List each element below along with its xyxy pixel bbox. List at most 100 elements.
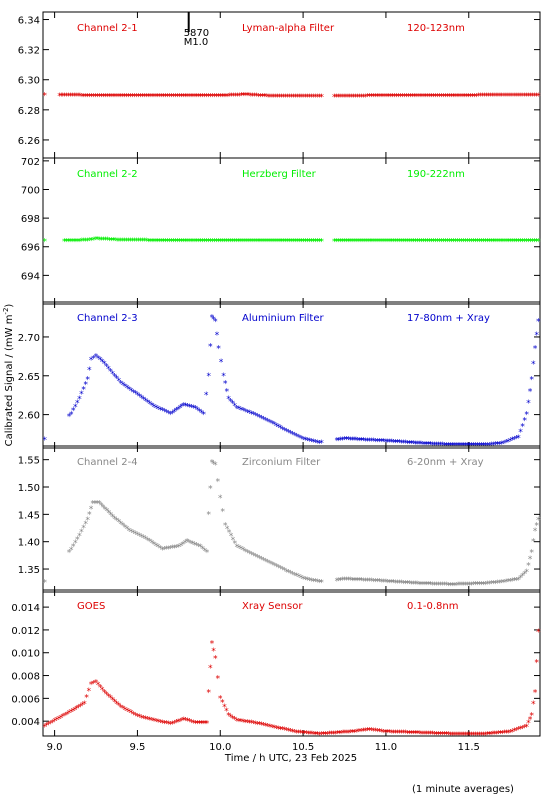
data-point: *: [463, 581, 468, 591]
data-point: *: [153, 542, 158, 552]
data-point: *: [479, 580, 484, 590]
data-point: *: [232, 716, 237, 726]
data-point: *: [313, 578, 318, 588]
data-point: *: [269, 93, 274, 103]
data-point: *: [269, 723, 274, 733]
data-point: *: [355, 577, 360, 587]
data-point: *: [161, 93, 166, 103]
data-point: *: [134, 237, 139, 247]
data-point: *: [147, 237, 152, 247]
data-point: *: [409, 729, 414, 739]
band-label: 0.1-0.8nm: [407, 601, 459, 612]
data-point: *: [381, 728, 386, 738]
data-point: *: [300, 435, 305, 445]
data-point: *: [129, 528, 134, 538]
data-point: *: [62, 711, 67, 721]
data-point: *: [263, 722, 268, 732]
data-point: *: [90, 499, 95, 509]
data-point: *: [504, 238, 509, 248]
data-point: *: [257, 721, 262, 731]
data-point: *: [317, 579, 322, 589]
data-point: *: [204, 237, 209, 247]
data-point: *: [417, 238, 422, 248]
data-point: *: [282, 726, 287, 736]
data-point: *: [271, 238, 276, 248]
data-point: *: [216, 93, 221, 103]
data-point: *: [209, 640, 214, 650]
data-point: *: [239, 92, 244, 102]
data-point: *: [253, 412, 258, 422]
data-point: *: [305, 238, 310, 248]
data-point: *: [111, 237, 116, 247]
data-point: *: [103, 236, 108, 246]
data-point: *: [280, 566, 285, 576]
data-point: *: [213, 654, 218, 664]
data-point: *: [230, 536, 235, 546]
data-point: *: [91, 680, 96, 690]
data-point: *: [182, 93, 187, 103]
data-point: *: [233, 92, 238, 102]
data-point: *: [220, 508, 225, 518]
data-point: *: [387, 729, 392, 739]
data-point: *: [133, 390, 138, 400]
data-point: *: [292, 729, 297, 739]
data-point: *: [425, 238, 430, 248]
data-point: *: [350, 729, 355, 739]
data-point: *: [93, 92, 98, 102]
data-point: *: [479, 238, 484, 248]
data-point: *: [136, 237, 141, 247]
data-point: *: [399, 579, 404, 589]
data-point: *: [173, 237, 178, 247]
data-point: *: [46, 721, 51, 731]
data-point: *: [208, 664, 213, 674]
data-point: *: [176, 543, 181, 553]
data-point: *: [232, 402, 237, 412]
data-point: *: [304, 730, 309, 740]
data-point: *: [97, 499, 102, 509]
y-tick-label: 0.008: [11, 672, 40, 683]
data-point: *: [132, 237, 137, 247]
data-point: *: [99, 92, 104, 102]
data-point: *: [313, 238, 318, 248]
data-point: *: [449, 731, 454, 741]
data-point: *: [470, 92, 475, 102]
data-point: *: [289, 238, 294, 248]
data-point: *: [138, 93, 143, 103]
data-point: *: [391, 579, 396, 589]
data-point: *: [157, 93, 162, 103]
data-point: *: [296, 93, 301, 103]
data-point: *: [323, 730, 328, 740]
data-point: *: [379, 728, 384, 738]
data-point: *: [179, 93, 184, 103]
data-point: *: [222, 238, 227, 248]
data-point: *: [430, 581, 435, 591]
data-point: *: [337, 93, 342, 103]
data-point: *: [169, 93, 174, 103]
data-point: *: [303, 238, 308, 248]
data-point: *: [143, 715, 148, 725]
data-point: *: [226, 395, 231, 405]
data-point: *: [104, 363, 109, 373]
data-point: *: [529, 711, 534, 721]
data-point: *: [352, 728, 357, 738]
data-point: *: [437, 238, 442, 248]
data-point: *: [275, 93, 280, 103]
data-point: *: [94, 499, 99, 509]
data-point: *: [464, 92, 469, 102]
data-point: *: [331, 93, 336, 103]
data-point: *: [421, 238, 426, 248]
data-point: *: [353, 93, 358, 103]
data-point: *: [197, 408, 202, 418]
data-point: *: [206, 372, 211, 382]
data-point: *: [286, 569, 291, 579]
data-point: *: [481, 580, 486, 590]
data-point: *: [524, 411, 529, 421]
data-point: *: [423, 238, 428, 248]
data-point: *: [435, 93, 440, 103]
data-point: *: [195, 719, 200, 729]
data-point: *: [373, 238, 378, 248]
data-point: *: [168, 721, 173, 731]
channel-label: Channel 2-3: [77, 313, 138, 324]
data-point: *: [147, 93, 152, 103]
data-point: *: [116, 237, 121, 247]
